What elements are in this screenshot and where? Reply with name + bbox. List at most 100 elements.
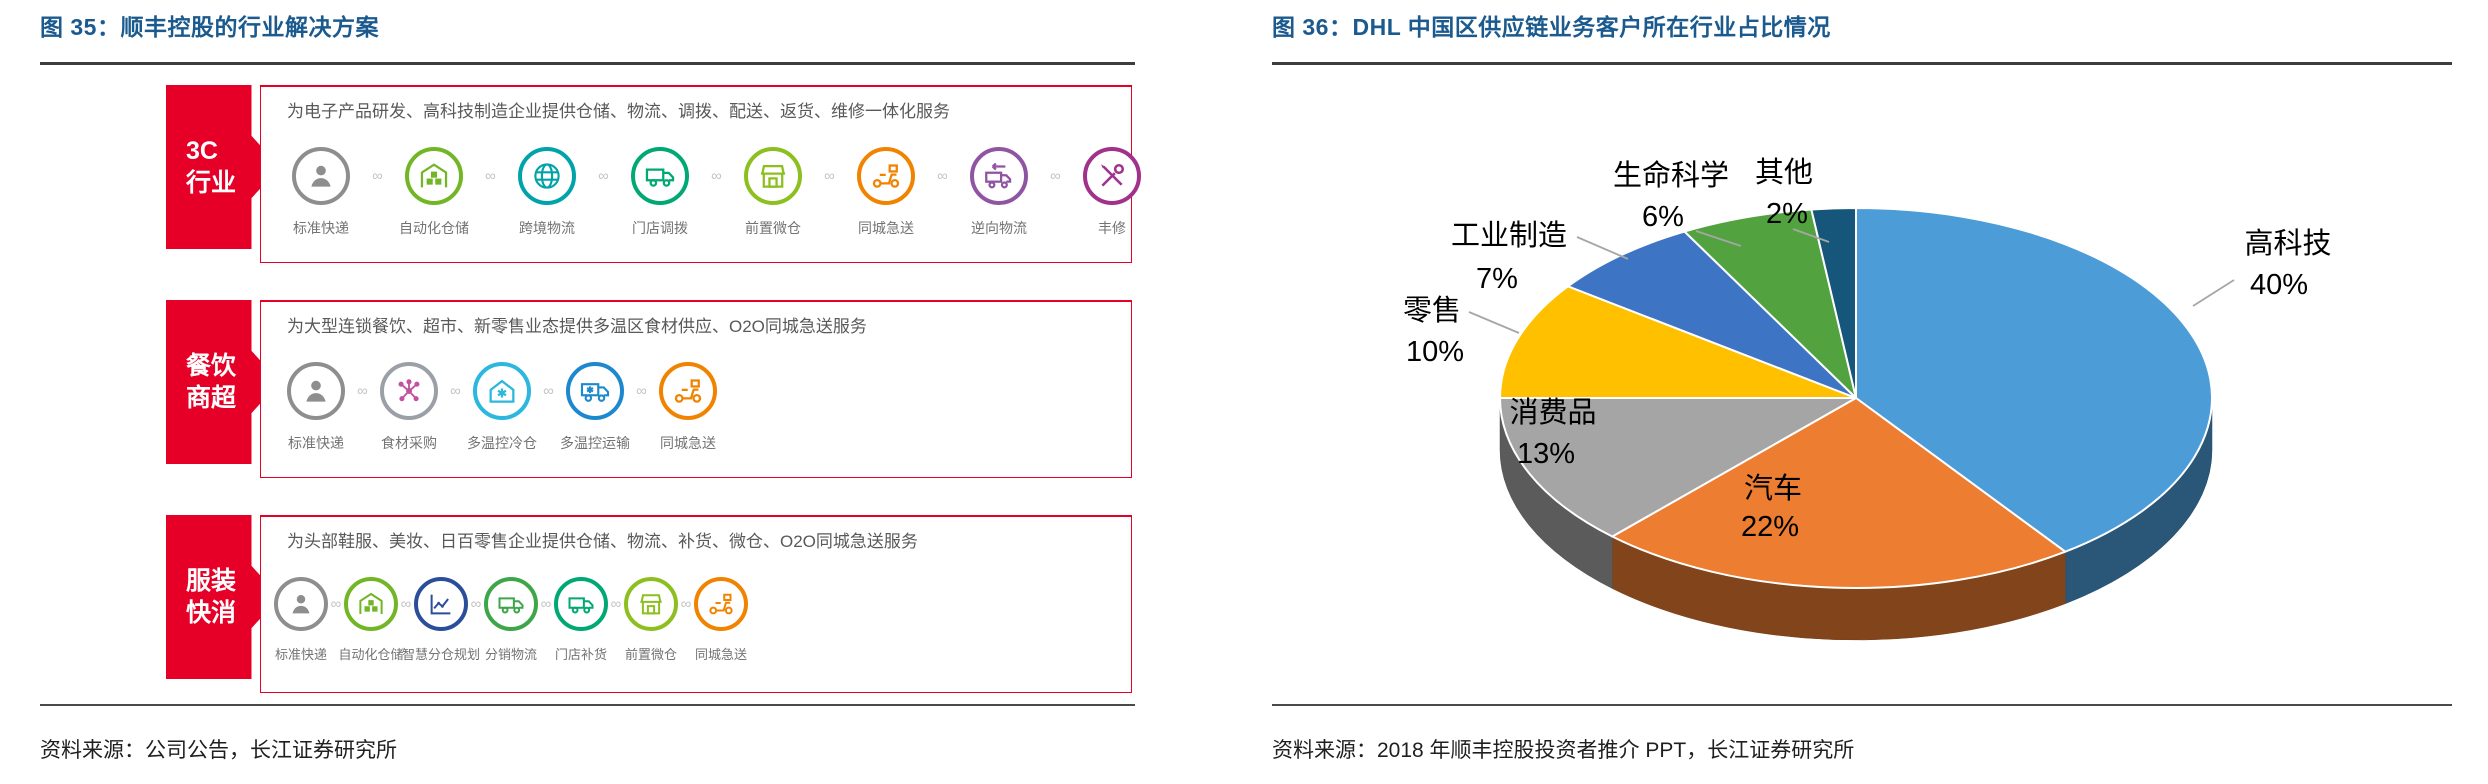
figure-36-panel: 图 36：DHL 中国区供应链业务客户所在行业占比情况 高科技 40% 汽车 22% 消… bbox=[1272, 0, 2452, 784]
pie-leader-高科技 bbox=[2192, 279, 2235, 307]
link-icon: ∞ bbox=[711, 167, 722, 185]
pie-label-生命科学: 生命科学 bbox=[1613, 159, 1729, 192]
icon-strip: 标准快递 ∞ 自动化仓储 ∞ 智慧分仓规划 ∞ 分销物流 ∞ 门店补货 ∞ 前置微仓 ∞ 同城急送 bbox=[261, 517, 1131, 692]
link-icon: ∞ bbox=[372, 167, 383, 185]
service-item: 前置微仓 bbox=[711, 147, 835, 238]
warehouse-icon bbox=[405, 147, 463, 205]
service-item: 同城急送 bbox=[629, 362, 747, 453]
pie-slice-生命科学 bbox=[1683, 208, 1857, 399]
storefront-icon bbox=[624, 577, 678, 631]
category-label-line: 餐饮 bbox=[186, 351, 237, 380]
link-icon: ∞ bbox=[636, 382, 647, 400]
pie-value-高科技: 40% bbox=[2250, 269, 2308, 301]
icon-label: 同城急送 bbox=[858, 220, 914, 236]
service-item: 分销物流 bbox=[459, 577, 563, 663]
icon-label: 自动化仓储 bbox=[399, 220, 469, 236]
chart-icon bbox=[414, 577, 468, 631]
pie-slice-消费品 bbox=[1499, 397, 1857, 538]
pie-label-汽车: 汽车 bbox=[1744, 472, 1802, 505]
category-label-line: 商超 bbox=[186, 384, 237, 412]
figure-36-source: 资料来源：2018 年顺丰控股投资者推介 PPT，长江证券研究所 bbox=[1272, 739, 1855, 762]
category-label-line: 快消 bbox=[186, 599, 237, 627]
pie-slice-高科技 bbox=[1855, 207, 2213, 553]
figure-36-top-rule bbox=[1272, 62, 2452, 65]
pie-value-其他: 2% bbox=[1766, 198, 1808, 230]
row-description: 为头部鞋服、美妆、日百零售企业提供仓储、物流、补货、微仓、O2O同城急送服务 bbox=[287, 532, 918, 551]
figure-36-title: 图 36：DHL 中国区供应链业务客户所在行业占比情况 bbox=[1272, 14, 1831, 40]
icon-label: 标准快递 bbox=[293, 220, 349, 236]
truck-icon bbox=[554, 577, 608, 631]
pie-value-消费品: 13% bbox=[1517, 438, 1575, 470]
category-label-line: 服装 bbox=[186, 566, 237, 595]
link-icon: ∞ bbox=[543, 382, 554, 400]
icon-label: 智慧分仓规划 bbox=[401, 647, 480, 662]
pie-leader-其他 bbox=[1792, 228, 1830, 243]
service-item: 前置微仓 bbox=[599, 577, 703, 663]
row-description: 为电子产品研发、高科技制造企业提供仓储、物流、调拨、配送、返货、维修一体化服务 bbox=[287, 102, 950, 121]
category-label-line: 3C bbox=[186, 136, 218, 165]
link-icon: ∞ bbox=[824, 167, 835, 185]
scooter-icon bbox=[694, 577, 748, 631]
pie-label-工业制造: 工业制造 bbox=[1451, 219, 1567, 252]
service-item: 门店调拨 bbox=[598, 147, 722, 238]
pie-leader-生命科学 bbox=[1695, 230, 1742, 247]
truck-icon bbox=[484, 577, 538, 631]
link-icon: ∞ bbox=[610, 595, 622, 613]
icon-label: 多温控冷仓 bbox=[467, 435, 537, 451]
pie-value-工业制造: 7% bbox=[1476, 263, 1518, 295]
icon-label: 标准快递 bbox=[274, 647, 327, 662]
service-item: 自动化仓储 bbox=[319, 577, 423, 663]
pie-label-其他: 其他 bbox=[1755, 156, 1813, 189]
figure-35-panel: 图 35：顺丰控股的行业解决方案 3C 行业 为电子产品研发、高科技制造企业提供仓储… bbox=[40, 0, 1141, 784]
truck-snow-icon bbox=[566, 362, 624, 420]
icon-label: 同城急送 bbox=[660, 435, 716, 451]
service-item: 自动化仓储 bbox=[372, 147, 496, 238]
figure-36-bottom-rule bbox=[1272, 704, 2452, 706]
service-item: 跨境物流 bbox=[485, 147, 609, 238]
link-icon: ∞ bbox=[470, 595, 482, 613]
icon-label: 门店补货 bbox=[554, 647, 607, 662]
icon-strip: 标准快递 ∞ 食材采购 ∞ 多温控冷仓 ∞ 多温控运输 ∞ 同城急送 bbox=[261, 302, 1131, 477]
truck-icon bbox=[631, 147, 689, 205]
scooter-icon bbox=[659, 362, 717, 420]
pie-chart-svg: 高科技 40% 汽车 22% 消费品 13% 零售 10% 工业制造 7% 生命科学 6% 其他 2% bbox=[1403, 156, 2332, 641]
service-item: 智慧分仓规划 bbox=[389, 577, 493, 663]
icon-label: 丰修 bbox=[1098, 220, 1126, 236]
pie-leader-工业制造 bbox=[1576, 236, 1629, 260]
icon-label: 同城急送 bbox=[694, 647, 747, 662]
link-icon: ∞ bbox=[937, 167, 948, 185]
row-box: 为头部鞋服、美妆、日百零售企业提供仓储、物流、补货、微仓、O2O同城急送服务标准… bbox=[260, 515, 1132, 693]
link-icon: ∞ bbox=[485, 167, 496, 185]
service-item: 同城急送 bbox=[824, 147, 948, 238]
pie-label-消费品: 消费品 bbox=[1509, 396, 1596, 429]
icon-label: 前置微仓 bbox=[745, 220, 801, 236]
row-description: 为大型连锁餐饮、超市、新零售业态提供多温区食材供应、O2O同城急送服务 bbox=[287, 317, 867, 336]
figure-35-title: 图 35：顺丰控股的行业解决方案 bbox=[40, 14, 379, 40]
person-icon bbox=[292, 147, 350, 205]
row-box: 为电子产品研发、高科技制造企业提供仓储、物流、调拨、配送、返货、维修一体化服务标… bbox=[259, 85, 1141, 263]
pie-value-零售: 10% bbox=[1406, 336, 1464, 368]
link-icon: ∞ bbox=[357, 382, 368, 400]
link-icon: ∞ bbox=[1050, 167, 1061, 185]
pie-leader-零售 bbox=[1468, 311, 1520, 334]
service-item: 标准快递 bbox=[257, 362, 375, 453]
service-item: 食材采购 bbox=[350, 362, 468, 453]
category-label-line: 行业 bbox=[186, 169, 237, 197]
link-icon: ∞ bbox=[598, 167, 609, 185]
service-item: 标准快递 bbox=[249, 577, 353, 663]
figure-35-bottom-rule bbox=[40, 704, 1135, 706]
icon-label: 门店调拨 bbox=[632, 220, 688, 236]
truck-return-icon bbox=[970, 147, 1028, 205]
pie-value-汽车: 22% bbox=[1741, 511, 1799, 543]
pie-slice-其他 bbox=[1810, 207, 1857, 399]
icon-label: 多温控运输 bbox=[560, 435, 630, 451]
person-icon bbox=[287, 362, 345, 420]
service-item: 标准快递 bbox=[259, 147, 383, 238]
service-item: 逆向物流 bbox=[937, 147, 1061, 238]
link-icon: ∞ bbox=[330, 595, 342, 613]
service-item: 同城急送 bbox=[669, 577, 773, 663]
storefront-icon bbox=[744, 147, 802, 205]
figure-35-source: 资料来源：公司公告，长江证券研究所 bbox=[40, 739, 397, 762]
solution-row: 服装 快消 为头部鞋服、美妆、日百零售企业提供仓储、物流、补货、微仓、O2O同城急送… bbox=[40, 515, 1135, 693]
link-icon: ∞ bbox=[680, 595, 692, 613]
